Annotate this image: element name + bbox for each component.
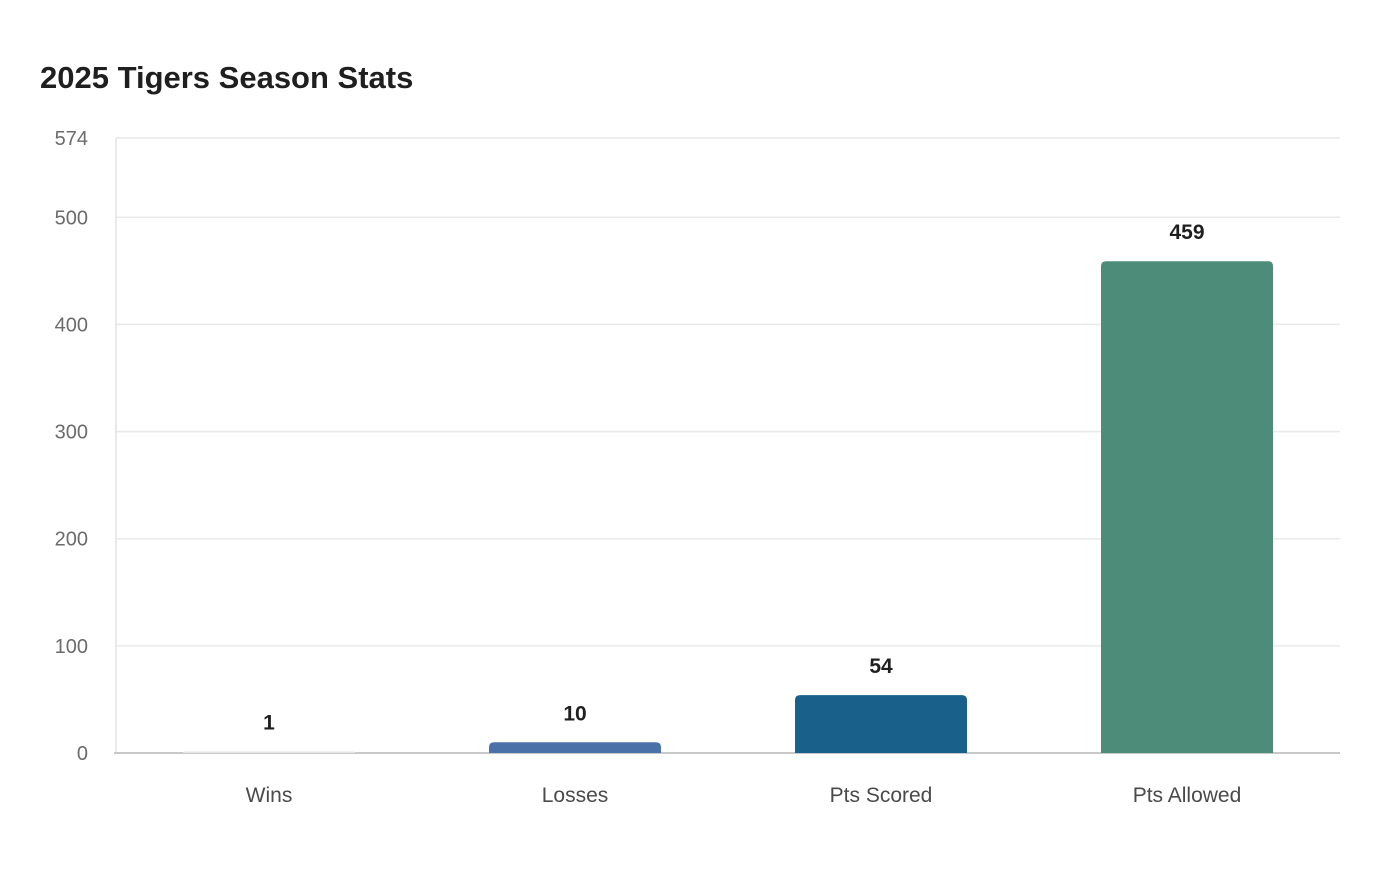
value-label: 459 bbox=[1169, 221, 1204, 244]
bar-losses bbox=[489, 742, 661, 753]
x-tick-label: Losses bbox=[542, 784, 609, 807]
value-label: 10 bbox=[563, 702, 586, 725]
y-tick-label: 400 bbox=[55, 314, 88, 336]
x-tick-label: Wins bbox=[246, 784, 293, 807]
y-tick-label: 300 bbox=[55, 422, 88, 444]
y-tick-label: 574 bbox=[55, 128, 88, 150]
value-label: 1 bbox=[263, 712, 275, 735]
x-tick-label: Pts Allowed bbox=[1133, 784, 1242, 807]
bars bbox=[183, 261, 1273, 753]
value-label: 54 bbox=[869, 655, 893, 678]
chart-title: 2025 Tigers Season Stats bbox=[40, 60, 414, 95]
bar-pts-scored bbox=[795, 695, 967, 753]
x-tick-label: Pts Scored bbox=[830, 784, 933, 807]
labels: 0 100 200 300 400 500 574 1 Wins 10 Losses 54 Pts Sc… bbox=[55, 128, 1242, 807]
bar-pts-allowed bbox=[1101, 261, 1273, 753]
y-tick-label: 500 bbox=[55, 207, 88, 229]
gridlines bbox=[116, 137, 1340, 647]
bar-wins bbox=[183, 751, 355, 753]
y-tick-label: 200 bbox=[55, 529, 88, 551]
y-tick-label: 0 bbox=[77, 743, 88, 765]
y-tick-label: 100 bbox=[55, 636, 88, 658]
